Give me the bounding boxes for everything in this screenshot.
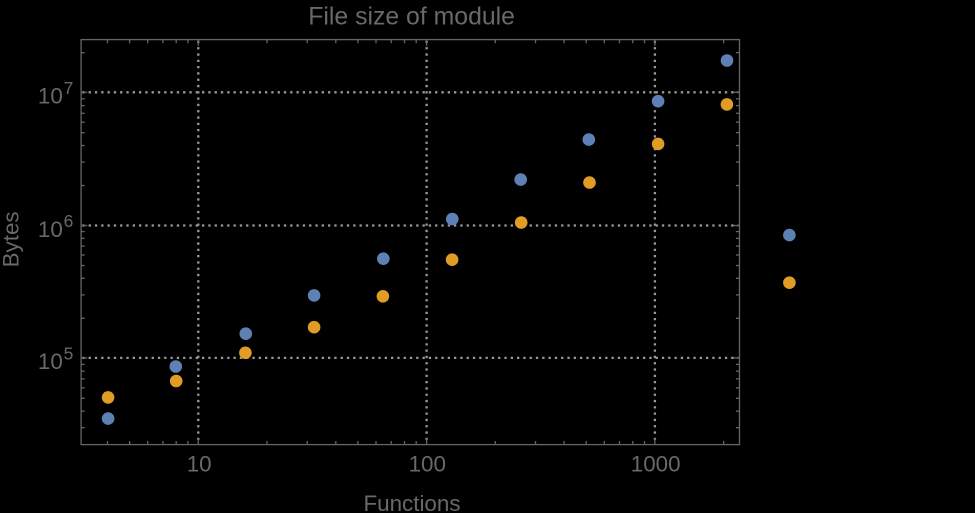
svg-text:100: 100 (409, 452, 446, 477)
svg-text:10: 10 (38, 217, 63, 242)
svg-text:File size of module: File size of module (308, 4, 515, 31)
svg-text:10: 10 (38, 84, 63, 109)
svg-text:5: 5 (64, 343, 74, 363)
svg-text:10: 10 (38, 349, 63, 374)
svg-text:10: 10 (187, 452, 212, 477)
svg-text:Functions: Functions (363, 491, 460, 513)
svg-text:Bytes: Bytes (0, 211, 24, 267)
svg-text:7: 7 (64, 78, 74, 98)
svg-text:1000: 1000 (631, 452, 681, 477)
svg-text:6: 6 (64, 211, 74, 231)
